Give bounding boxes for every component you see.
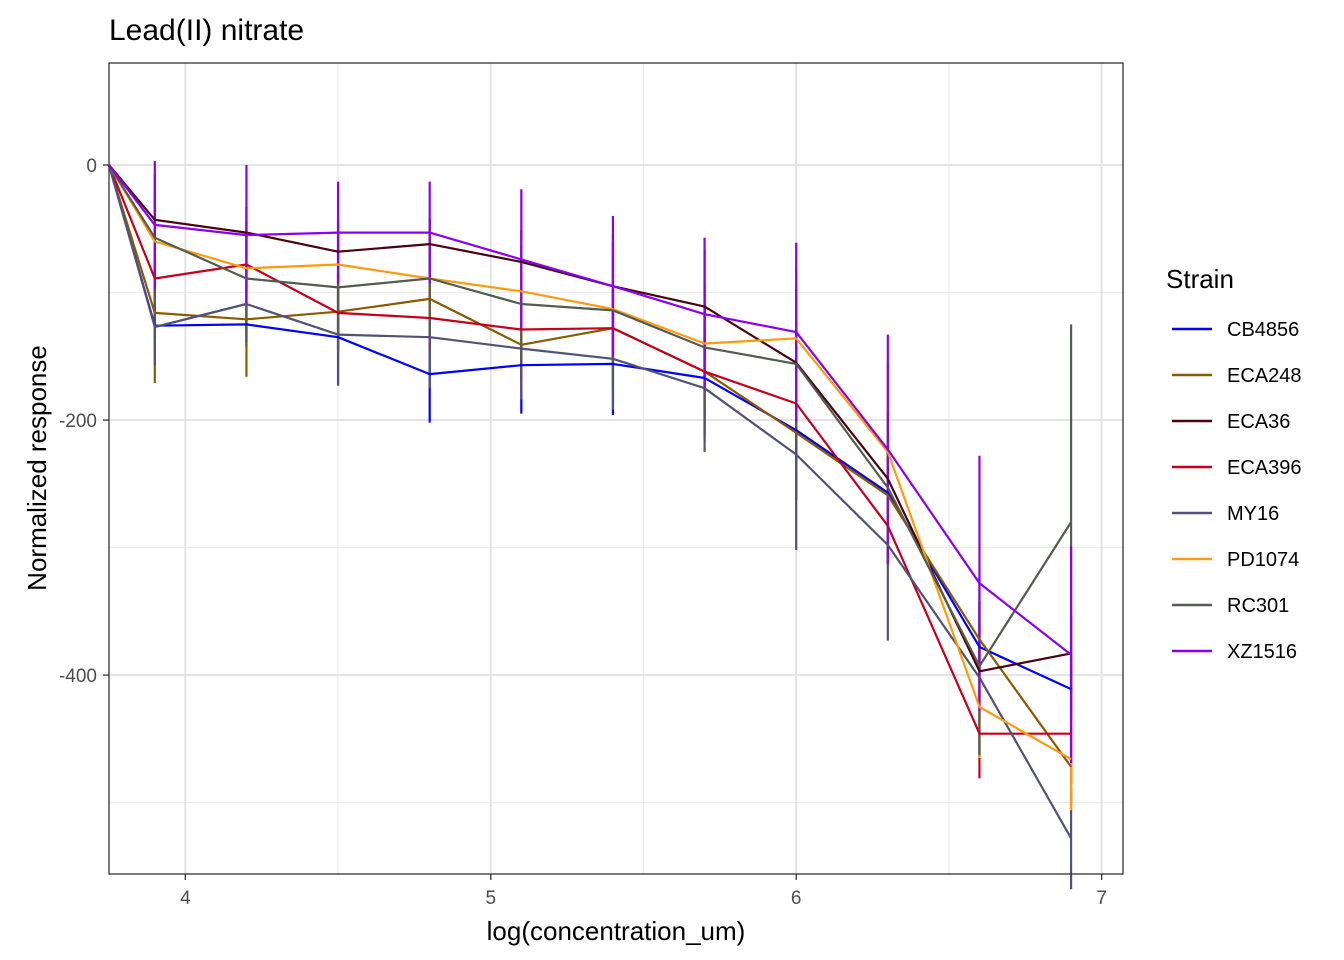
- x-tick-label: 7: [1096, 888, 1107, 909]
- legend-label-eca36: ECA36: [1227, 411, 1290, 433]
- plot-area: [109, 63, 1123, 874]
- y-axis: 0 -200 -400: [59, 156, 109, 687]
- series-line-my16: [107, 164, 1073, 839]
- series-lines: [107, 164, 1073, 839]
- legend-title: Strain: [1166, 264, 1234, 294]
- minor-gridlines: [109, 63, 1123, 874]
- legend: Strain CB4856 ECA248 ECA36 ECA396 MY16 PD1074…: [1166, 264, 1302, 663]
- legend-label-eca248: ECA248: [1227, 365, 1302, 387]
- chart-title: Lead(II) nitrate: [109, 14, 304, 47]
- x-axis: 4 5 6 7: [180, 874, 1107, 909]
- legend-label-pd1074: PD1074: [1227, 549, 1299, 571]
- series-line-rc301: [108, 164, 1073, 668]
- x-axis-title: log(concentration_um): [487, 916, 746, 946]
- series-line-eca36: [108, 164, 1072, 673]
- x-tick-label: 5: [485, 888, 496, 909]
- legend-label-eca396: ECA396: [1227, 457, 1302, 479]
- y-tick-label: -400: [59, 666, 97, 687]
- legend-label-xz1516: XZ1516: [1227, 641, 1297, 663]
- plot-border: [108, 62, 1124, 875]
- x-tick-label: 4: [180, 888, 191, 909]
- y-axis-title: Normalized response: [22, 345, 52, 591]
- series-line-pd1074: [108, 164, 1072, 761]
- legend-label-my16: MY16: [1227, 503, 1279, 525]
- y-tick-label: -200: [59, 411, 97, 432]
- legend-label-rc301: RC301: [1227, 595, 1289, 617]
- y-tick-label: 0: [86, 156, 97, 177]
- x-tick-label: 6: [791, 888, 802, 909]
- legend-label-cb4856: CB4856: [1227, 319, 1299, 341]
- series-line-xz1516: [108, 164, 1072, 656]
- plot-background: [109, 63, 1123, 874]
- series-line-eca396: [107, 164, 1072, 735]
